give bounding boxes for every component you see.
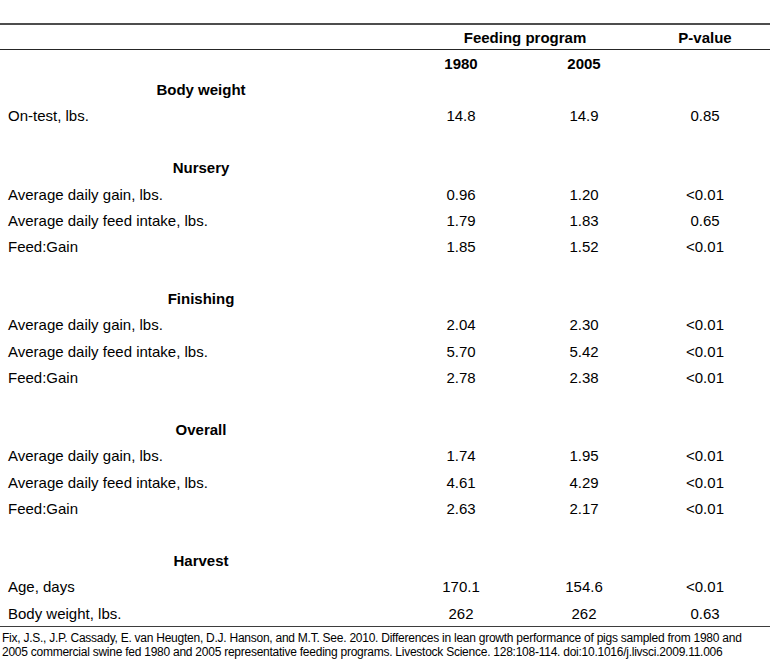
year-1980-header: 1980 bbox=[402, 55, 520, 72]
p-value: <0.01 bbox=[648, 578, 762, 595]
p-value: <0.01 bbox=[648, 500, 762, 517]
value-2005: 1.95 bbox=[520, 447, 648, 464]
row-label: Average daily gain, lbs. bbox=[0, 447, 402, 464]
value-1980: 4.61 bbox=[402, 474, 520, 491]
value-2005: 1.83 bbox=[520, 212, 648, 229]
value-2005: 5.42 bbox=[520, 343, 648, 360]
p-value: <0.01 bbox=[648, 474, 762, 491]
row-label: Average daily feed intake, lbs. bbox=[0, 212, 402, 229]
table-row: Body weight, lbs. 262 262 0.63 bbox=[0, 600, 770, 626]
table-row: Age, days 170.1 154.6 <0.01 bbox=[0, 574, 770, 600]
row-label: Average daily feed intake, lbs. bbox=[0, 474, 402, 491]
section-title: Nursery bbox=[0, 159, 402, 176]
table-row: Average daily gain, lbs. 2.04 2.30 <0.01 bbox=[0, 312, 770, 338]
table-row: On-test, lbs. 14.8 14.9 0.85 bbox=[0, 102, 770, 128]
table-row: Feed:Gain 1.85 1.52 <0.01 bbox=[0, 233, 770, 259]
row-label: Feed:Gain bbox=[0, 369, 402, 386]
spacer-row bbox=[0, 390, 770, 416]
value-2005: 4.29 bbox=[520, 474, 648, 491]
section-header-body-weight: Body weight bbox=[0, 76, 770, 102]
value-2005: 1.20 bbox=[520, 186, 648, 203]
section-title: Finishing bbox=[0, 290, 402, 307]
value-1980: 1.85 bbox=[402, 238, 520, 255]
p-value: <0.01 bbox=[648, 447, 762, 464]
value-2005: 2.38 bbox=[520, 369, 648, 386]
p-value: <0.01 bbox=[648, 369, 762, 386]
spacer-row bbox=[0, 129, 770, 155]
section-header-finishing: Finishing bbox=[0, 286, 770, 312]
value-1980: 1.74 bbox=[402, 447, 520, 464]
year-2005-header: 2005 bbox=[520, 55, 648, 72]
value-1980: 2.78 bbox=[402, 369, 520, 386]
p-value-header: P-value bbox=[648, 29, 762, 46]
p-value: <0.01 bbox=[648, 316, 762, 333]
value-1980: 0.96 bbox=[402, 186, 520, 203]
section-header-nursery: Nursery bbox=[0, 155, 770, 181]
value-1980: 1.79 bbox=[402, 212, 520, 229]
p-value: 0.65 bbox=[648, 212, 762, 229]
spacer-row bbox=[0, 260, 770, 286]
value-2005: 2.17 bbox=[520, 500, 648, 517]
row-label: On-test, lbs. bbox=[0, 107, 402, 124]
p-value: <0.01 bbox=[648, 343, 762, 360]
row-label: Feed:Gain bbox=[0, 500, 402, 517]
spacer-row bbox=[0, 521, 770, 547]
section-title: Harvest bbox=[0, 552, 402, 569]
document-page: Feeding program P-value 1980 2005 Body w… bbox=[0, 23, 770, 659]
table-row: Average daily gain, lbs. 0.96 1.20 <0.01 bbox=[0, 181, 770, 207]
table-row: Feed:Gain 2.63 2.17 <0.01 bbox=[0, 495, 770, 521]
p-value: <0.01 bbox=[648, 238, 762, 255]
row-label: Average daily gain, lbs. bbox=[0, 316, 402, 333]
year-header-row: 1980 2005 bbox=[0, 50, 770, 76]
section-header-harvest: Harvest bbox=[0, 548, 770, 574]
row-label: Feed:Gain bbox=[0, 238, 402, 255]
value-2005: 14.9 bbox=[520, 107, 648, 124]
section-title: Overall bbox=[0, 421, 402, 438]
value-1980: 5.70 bbox=[402, 343, 520, 360]
value-1980: 2.63 bbox=[402, 500, 520, 517]
value-2005: 262 bbox=[520, 605, 648, 622]
value-2005: 154.6 bbox=[520, 578, 648, 595]
row-label: Average daily gain, lbs. bbox=[0, 186, 402, 203]
table-row: Average daily feed intake, lbs. 4.61 4.2… bbox=[0, 469, 770, 495]
value-1980: 14.8 bbox=[402, 107, 520, 124]
p-value: 0.63 bbox=[648, 605, 762, 622]
feeding-program-header: Feeding program bbox=[402, 29, 648, 46]
value-1980: 262 bbox=[402, 605, 520, 622]
p-value: 0.85 bbox=[648, 107, 762, 124]
row-label: Average daily feed intake, lbs. bbox=[0, 343, 402, 360]
table-row: Average daily gain, lbs. 1.74 1.95 <0.01 bbox=[0, 443, 770, 469]
value-2005: 1.52 bbox=[520, 238, 648, 255]
value-2005: 2.30 bbox=[520, 316, 648, 333]
p-value: <0.01 bbox=[648, 186, 762, 203]
section-header-overall: Overall bbox=[0, 417, 770, 443]
table-row: Feed:Gain 2.78 2.38 <0.01 bbox=[0, 364, 770, 390]
performance-table: Feeding program P-value 1980 2005 Body w… bbox=[0, 23, 770, 627]
value-1980: 2.04 bbox=[402, 316, 520, 333]
table-header-row: Feeding program P-value bbox=[0, 25, 770, 50]
section-title: Body weight bbox=[0, 81, 402, 98]
row-label: Age, days bbox=[0, 578, 402, 595]
table-row: Average daily feed intake, lbs. 1.79 1.8… bbox=[0, 207, 770, 233]
citation-text: Fix, J.S., J.P. Cassady, E. van Heugten,… bbox=[0, 627, 770, 659]
value-1980: 170.1 bbox=[402, 578, 520, 595]
table-row: Average daily feed intake, lbs. 5.70 5.4… bbox=[0, 338, 770, 364]
row-label: Body weight, lbs. bbox=[0, 605, 402, 622]
